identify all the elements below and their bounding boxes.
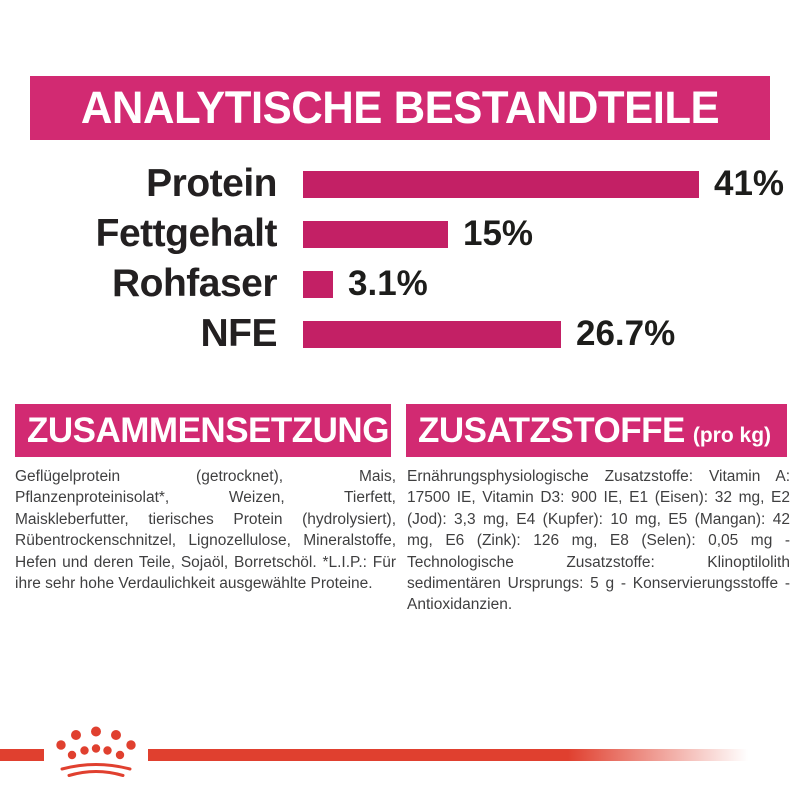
additives-body-text: Ernährungsphysiologische Zusatzstoffe: V…	[407, 468, 790, 614]
analytical-constituents-chart: Protein 41% Fettgehalt 15% Rohfaser 3.1% NFE 26…	[0, 159, 800, 359]
additives-banner: ZUSATZSTOFFE (pro kg)	[406, 404, 787, 457]
chart-bar	[303, 220, 448, 248]
chart-row: NFE 26.7%	[0, 309, 800, 359]
analytical-constituents-banner: ANALYTISCHE BESTANDTEILE	[30, 76, 770, 140]
chart-value-label: 41%	[714, 164, 785, 203]
chart-category-label: Rohfaser	[111, 262, 278, 305]
chart-category-label: Fettgehalt	[95, 212, 278, 255]
chart-category-label: NFE	[200, 312, 278, 355]
additives-title: ZUSATZSTOFFE	[418, 411, 685, 450]
composition-body-text: Geflügelprotein (getrocknet), Mais, Pfla…	[15, 468, 396, 593]
chart-category-label: Protein	[146, 162, 277, 205]
analytical-constituents-title: ANALYTISCHE BESTANDTEILE	[80, 82, 720, 133]
brand-divider-line	[0, 749, 800, 761]
chart-bar	[303, 270, 333, 298]
chart-row: Rohfaser 3.1%	[0, 259, 800, 309]
chart-value-label: 3.1%	[348, 264, 428, 303]
chart-value-label: 26.7%	[576, 314, 676, 353]
royal-canin-crown-logo	[44, 712, 148, 784]
additives-unit-label: (pro kg)	[692, 424, 772, 447]
chart-value-label: 15%	[463, 214, 534, 253]
chart-row: Protein 41%	[0, 159, 800, 209]
chart-row: Fettgehalt 15%	[0, 209, 800, 259]
crown-icon	[56, 726, 136, 777]
chart-bar	[303, 170, 699, 198]
composition-banner: ZUSAMMENSETZUNG	[15, 404, 391, 457]
chart-bar	[303, 320, 561, 348]
composition-title: ZUSAMMENSETZUNG	[27, 411, 389, 450]
